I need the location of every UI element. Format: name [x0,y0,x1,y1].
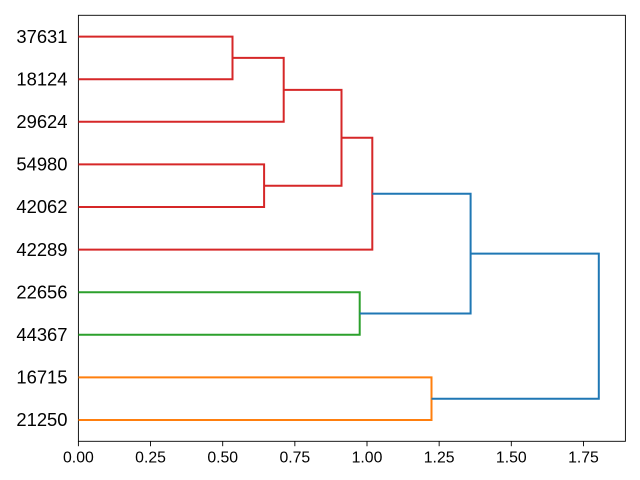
svg-text:0.25: 0.25 [135,450,166,467]
svg-text:44367: 44367 [16,324,67,345]
svg-text:16715: 16715 [16,367,67,388]
svg-text:42062: 42062 [16,196,67,217]
svg-text:1.25: 1.25 [424,450,455,467]
svg-text:54980: 54980 [16,154,67,175]
svg-text:37631: 37631 [16,26,67,47]
svg-text:1.75: 1.75 [568,450,599,467]
svg-text:18124: 18124 [16,68,67,89]
svg-text:0.00: 0.00 [63,450,94,467]
svg-text:29624: 29624 [16,111,67,132]
svg-text:0.50: 0.50 [207,450,238,467]
svg-text:22656: 22656 [16,281,67,302]
svg-text:21250: 21250 [16,409,67,430]
svg-text:0.75: 0.75 [279,450,310,467]
svg-text:42289: 42289 [16,239,67,260]
svg-text:1.50: 1.50 [496,450,527,467]
svg-text:1.00: 1.00 [352,450,383,467]
